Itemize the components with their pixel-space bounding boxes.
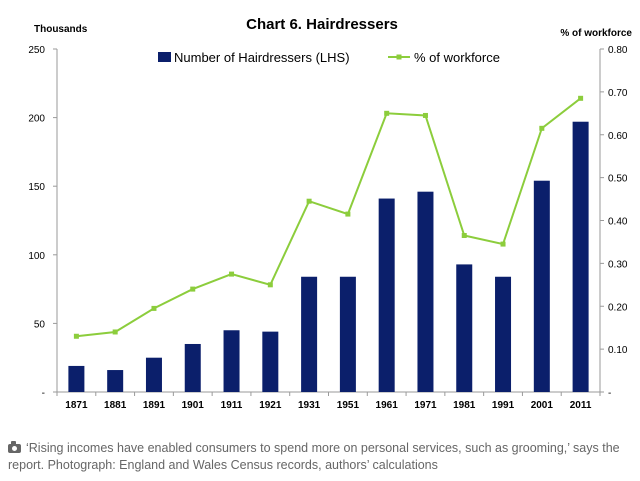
right-tick-label: - — [608, 388, 611, 399]
x-axis: 1871 1881 1891 1901 1911 1921 1931 1951 1961 1971… — [56, 391, 601, 411]
series-line — [76, 97, 582, 338]
left-tick-label: 100 — [28, 251, 45, 262]
x-tick-label: 1971 — [414, 400, 437, 411]
bar — [145, 357, 162, 392]
bar — [378, 198, 395, 392]
caption-text: ‘Rising incomes have enabled consumers t… — [8, 441, 620, 472]
bar — [301, 276, 318, 392]
left-tick-label: 250 — [28, 45, 45, 56]
x-tick-label: 1991 — [492, 400, 515, 411]
bar — [417, 191, 434, 392]
line-point — [422, 112, 428, 118]
bar — [262, 331, 279, 392]
line-point — [345, 211, 351, 217]
right-axis: - 0.10 0.20 0.30 0.40 0.50 0.60 0.70 0.80 — [599, 45, 628, 399]
x-tick-label: 1901 — [182, 400, 205, 411]
line-point — [73, 333, 79, 339]
legend: Number of Hairdressers (LHS) % of workfo… — [158, 50, 500, 65]
right-tick-label: 0.30 — [608, 259, 628, 270]
right-tick-label: 0.80 — [608, 45, 628, 56]
x-tick-label: 1881 — [104, 400, 127, 411]
x-tick-label: 1911 — [221, 400, 243, 411]
left-tick-label: 150 — [28, 182, 45, 193]
x-tick-label: 1981 — [453, 400, 476, 411]
chart-title: Chart 6. Hairdressers — [246, 16, 398, 33]
line-point — [578, 95, 584, 101]
left-axis-title: Thousands — [34, 24, 88, 35]
left-tick-label: 200 — [28, 114, 45, 125]
bar — [572, 121, 589, 392]
x-tick-label: 1951 — [337, 400, 360, 411]
bar — [68, 365, 85, 392]
bar — [533, 180, 550, 392]
left-tick-label: 50 — [34, 319, 46, 330]
right-tick-label: 0.50 — [608, 174, 628, 185]
line-point — [190, 286, 196, 292]
right-tick-label: 0.60 — [608, 131, 628, 142]
line-point — [267, 282, 273, 288]
right-axis-title: % of workforce — [560, 28, 632, 39]
caption: ‘Rising incomes have enabled consumers t… — [8, 440, 628, 474]
line-series — [73, 95, 584, 339]
line-point — [461, 233, 467, 239]
x-tick-label: 1931 — [298, 400, 321, 411]
line-point — [151, 305, 157, 311]
camera-icon — [8, 441, 21, 453]
right-tick-label: 0.10 — [608, 345, 628, 356]
bar — [495, 276, 512, 392]
line-point — [500, 241, 506, 247]
line-point — [539, 125, 545, 131]
line-point — [306, 198, 312, 204]
x-tick-label: 1871 — [65, 400, 88, 411]
bar — [107, 370, 124, 392]
legend-bar-swatch — [158, 52, 171, 62]
bar — [184, 343, 201, 392]
bar — [339, 276, 356, 392]
line-point — [384, 110, 390, 116]
bar — [223, 330, 240, 392]
legend-line-label: % of workforce — [414, 50, 500, 65]
left-tick-label: - — [42, 388, 45, 399]
x-tick-label: 1921 — [259, 400, 282, 411]
x-tick-label: 1891 — [143, 400, 166, 411]
hairdressers-chart: Chart 6. Hairdressers Thousands % of wor… — [28, 16, 632, 411]
line-point — [112, 329, 118, 335]
bar-series — [68, 121, 589, 392]
legend-line-marker — [396, 54, 402, 60]
right-tick-label: 0.40 — [608, 217, 628, 228]
x-tick-label: 2001 — [531, 400, 554, 411]
x-tick-label: 2011 — [570, 400, 592, 411]
legend-bar-label: Number of Hairdressers (LHS) — [174, 50, 350, 65]
right-tick-label: 0.20 — [608, 302, 628, 313]
right-tick-label: 0.70 — [608, 88, 628, 99]
left-axis: - 50 100 150 200 250 — [28, 45, 58, 399]
line-point — [229, 271, 235, 277]
bar — [456, 264, 473, 392]
x-tick-label: 1961 — [376, 400, 399, 411]
